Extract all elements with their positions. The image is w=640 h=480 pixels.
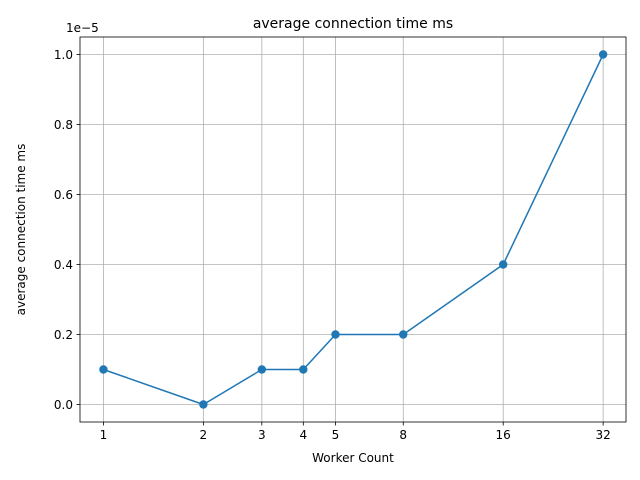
x-tick-label: 32 — [595, 428, 610, 442]
y-tick-label: 0.8 — [54, 118, 73, 132]
x-tick-label: 3 — [258, 428, 266, 442]
axis-ticks: 1 2 3 4 5 8 16 32 0.0 0.2 0.4 0.6 0.8 1.0 — [54, 48, 611, 442]
grid-lines — [80, 37, 626, 422]
data-point — [331, 330, 340, 339]
y-axis-offset-label: 1e−5 — [66, 21, 99, 35]
chart-title: average connection time ms — [253, 16, 453, 32]
x-tick-label: 2 — [200, 428, 208, 442]
y-tick-label: 0.0 — [54, 398, 73, 412]
x-tick-label: 16 — [496, 428, 511, 442]
data-point — [399, 330, 408, 339]
x-tick-label: 5 — [332, 428, 340, 442]
data-point — [99, 365, 108, 374]
series-line — [103, 54, 604, 406]
data-point — [299, 365, 308, 374]
data-point — [598, 50, 608, 59]
y-tick-label: 1.0 — [54, 48, 73, 62]
y-tick-label: 0.4 — [54, 258, 73, 272]
x-tick-label: 8 — [399, 428, 407, 442]
data-point — [257, 365, 267, 374]
y-tick-label: 0.6 — [54, 188, 73, 202]
plot-frame — [79, 36, 627, 423]
x-tick-label: 1 — [100, 428, 108, 442]
y-tick-label: 0.2 — [54, 328, 73, 342]
x-axis-label: Worker Count — [312, 451, 394, 465]
data-point — [498, 260, 508, 269]
x-tick-label: 4 — [299, 428, 307, 442]
data-point — [199, 400, 208, 409]
y-axis-label: average connection time ms — [14, 144, 28, 316]
series-layer — [99, 50, 608, 409]
